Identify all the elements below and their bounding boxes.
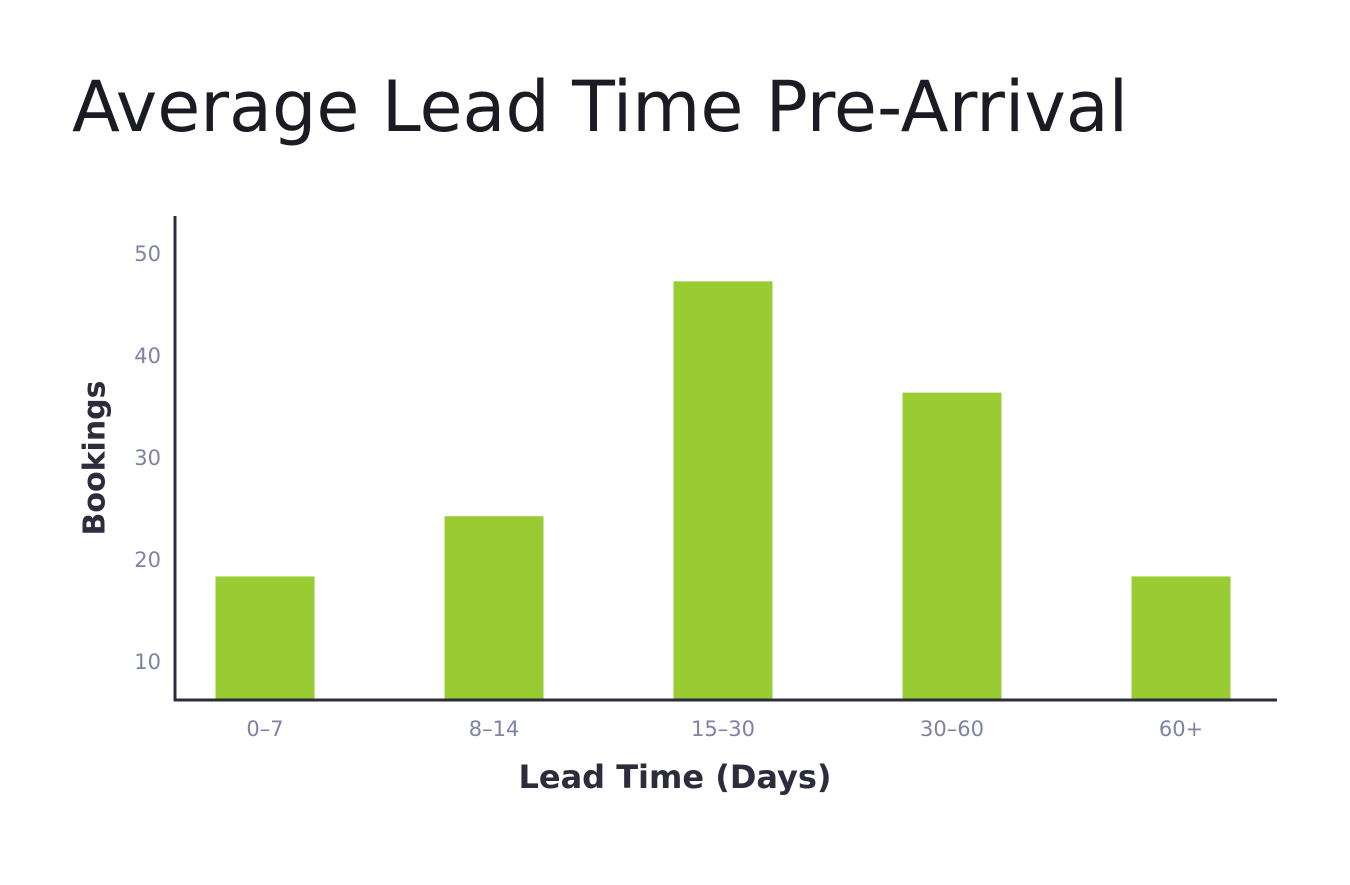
y-tick-label: 50: [134, 242, 161, 266]
y-axis-label: Bookings: [78, 380, 113, 535]
y-tick-label: 20: [134, 548, 161, 572]
y-tick-label: 10: [134, 650, 161, 674]
bar: [902, 392, 1002, 700]
x-tick-label: 0–7: [246, 717, 283, 741]
chart-title: Average Lead Time Pre-Arrival: [72, 66, 1128, 148]
x-tick-label: 30–60: [920, 717, 984, 741]
x-tick-label: 60+: [1159, 717, 1203, 741]
y-tick-label: 40: [134, 344, 161, 368]
y-tick-label: 30: [134, 446, 161, 470]
x-axis-label: Lead Time (Days): [518, 758, 831, 796]
bar: [673, 281, 773, 700]
bar: [215, 576, 315, 700]
bar: [444, 516, 544, 700]
x-tick-label: 8–14: [469, 717, 520, 741]
x-tick-label: 15–30: [691, 717, 755, 741]
bar: [1131, 576, 1231, 700]
